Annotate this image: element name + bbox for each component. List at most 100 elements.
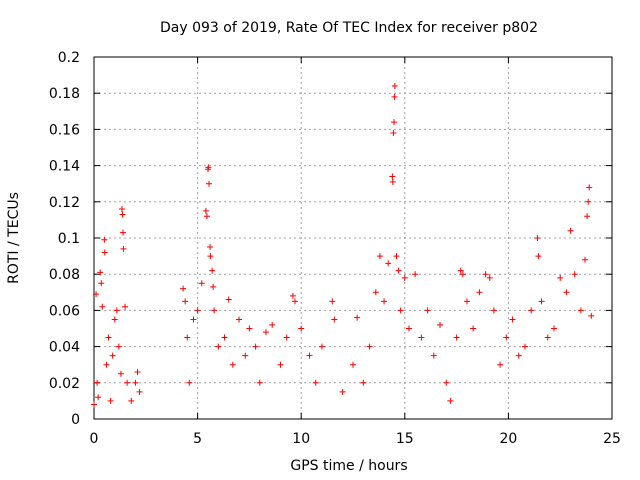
data-point [256, 379, 263, 386]
data-point [118, 206, 125, 213]
data-point [350, 361, 356, 368]
data-point [97, 269, 104, 276]
data-point [211, 307, 218, 314]
axis-ticks: 0 5 10 15 20 25 0 0.02 0.04 0.06 0.08 0.1 0.12 0.14 0.… [49, 50, 621, 447]
data-point [105, 334, 112, 341]
data-point [482, 271, 489, 278]
data-point [99, 303, 106, 310]
data-point [186, 379, 193, 386]
data-point [535, 253, 542, 260]
data-point [242, 352, 249, 359]
data-point [463, 298, 470, 305]
data-point [306, 352, 313, 359]
x-axis-label: GPS time / hours [290, 458, 407, 474]
x-tick-label: 5 [193, 431, 202, 447]
data-point [515, 352, 522, 359]
data-point [509, 316, 516, 323]
data-point [95, 394, 102, 401]
data-point [91, 401, 97, 408]
data-point [490, 307, 497, 314]
y-tick-label: 0.14 [49, 159, 80, 175]
data-point [550, 325, 557, 332]
data-point [405, 325, 412, 332]
y-tick-label: 0.02 [49, 376, 80, 392]
y-tick-label: 0 [71, 412, 80, 428]
data-point [98, 280, 105, 287]
data-point [221, 334, 228, 341]
data-point [101, 249, 108, 256]
data-point [236, 316, 243, 323]
data-point [329, 298, 336, 305]
data-point [528, 307, 535, 314]
data-point [385, 260, 392, 267]
data-point [571, 271, 578, 278]
data-point [395, 267, 402, 274]
y-tick-label: 0.06 [49, 303, 80, 319]
data-point [120, 229, 127, 236]
data-point [567, 227, 574, 234]
data-point [381, 298, 388, 305]
data-point [101, 236, 108, 243]
data-point [318, 343, 325, 350]
data-point [107, 397, 114, 404]
data-point [128, 397, 135, 404]
x-tick-label: 0 [90, 431, 99, 447]
data-point [534, 235, 541, 241]
x-tick-label: 15 [396, 431, 414, 447]
data-point [588, 312, 595, 319]
data-point [207, 253, 214, 260]
chart-title: Day 093 of 2019, Rate Of TEC Index for r… [160, 20, 538, 36]
y-tick-label: 0.2 [58, 50, 80, 66]
y-tick-label: 0.04 [49, 340, 80, 356]
x-tick-label: 10 [292, 431, 310, 447]
data-point [354, 314, 361, 321]
data-point [109, 352, 116, 359]
y-tick-label: 0.18 [49, 86, 80, 102]
data-point [393, 253, 400, 260]
data-point [391, 82, 398, 89]
y-tick-label: 0.12 [49, 195, 80, 211]
data-point [225, 296, 232, 303]
data-point [182, 298, 189, 305]
data-point [437, 321, 444, 328]
data-point [291, 298, 298, 305]
data-point [563, 289, 570, 296]
data-point [497, 361, 504, 368]
data-point [93, 291, 100, 298]
data-point [94, 379, 101, 386]
data-point [339, 388, 346, 395]
data-point [538, 298, 545, 305]
data-point [424, 307, 431, 314]
data-point [205, 180, 212, 187]
data-point [229, 361, 236, 368]
data-point [476, 289, 483, 296]
data-point [115, 343, 122, 350]
data-point [202, 207, 209, 214]
data-point [470, 325, 477, 332]
data-point [521, 343, 528, 350]
data-point [113, 307, 120, 314]
data-point [584, 213, 591, 220]
data-point [391, 93, 398, 100]
data-point [246, 325, 253, 332]
data-point [586, 184, 593, 191]
data-point [198, 280, 205, 287]
data-point [269, 321, 276, 328]
data-points [91, 82, 595, 408]
data-point [117, 370, 124, 377]
data-point [120, 245, 127, 252]
data-point [134, 368, 141, 375]
data-point [194, 307, 201, 314]
data-point [312, 379, 319, 386]
data-point [103, 361, 110, 368]
data-point [389, 178, 396, 185]
data-point [210, 283, 217, 290]
y-tick-label: 0.16 [49, 122, 80, 138]
data-point [418, 334, 425, 341]
data-point [430, 352, 437, 359]
data-point [207, 244, 214, 251]
data-point [122, 303, 129, 310]
data-point [298, 325, 305, 332]
data-point [283, 334, 290, 341]
data-point [457, 267, 464, 274]
